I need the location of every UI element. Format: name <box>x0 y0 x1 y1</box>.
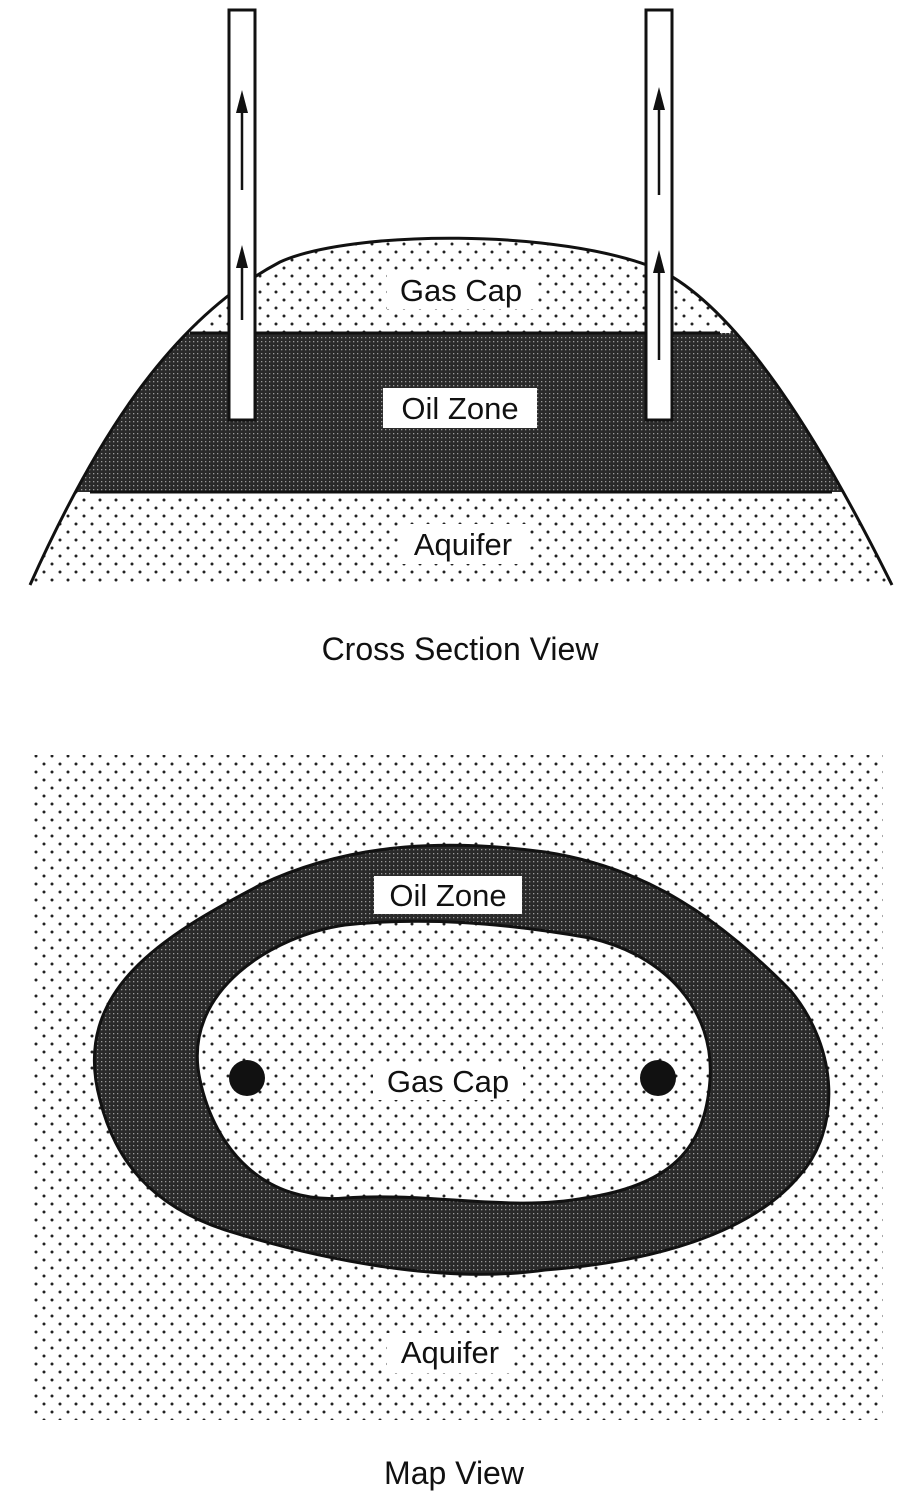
map-oil-zone-label: Oil Zone <box>389 878 506 913</box>
right-well-location-icon <box>640 1060 676 1096</box>
map-view-caption: Map View <box>384 1455 525 1491</box>
cross-aquifer-label: Aquifer <box>414 527 512 562</box>
map-gas-cap-label: Gas Cap <box>387 1064 509 1099</box>
flow-arrow-icon <box>653 87 665 110</box>
map-aquifer-label: Aquifer <box>401 1335 499 1370</box>
cross-gas-cap-label: Gas Cap <box>400 273 522 308</box>
cross-aquifer-label-bg <box>400 524 526 564</box>
map-oil-zone-label-bg <box>374 876 522 914</box>
cross-oil-zone-label: Oil Zone <box>401 391 518 426</box>
flow-arrow-icon <box>653 250 665 273</box>
map-aquifer-label-bg <box>387 1333 513 1373</box>
flow-arrow-icon <box>236 245 248 268</box>
map-gas-cap-label-bg <box>373 1062 523 1100</box>
cross-gas-cap-label-bg <box>387 271 535 309</box>
map-view: Oil Zone Gas Cap Aquifer Map View <box>33 755 883 1491</box>
left-well <box>227 8 257 422</box>
dome-outline <box>28 236 894 586</box>
cross-section-caption: Cross Section View <box>322 631 600 667</box>
cross-oil-zone-label-bg <box>383 388 537 428</box>
right-well <box>644 8 674 422</box>
cross-gas-cap-zone <box>30 238 892 335</box>
flow-arrow-icon <box>236 90 248 113</box>
cross-section-view: Gas Cap Oil Zone Aquifer Cross Section V… <box>28 8 894 667</box>
left-well-location-icon <box>229 1060 265 1096</box>
